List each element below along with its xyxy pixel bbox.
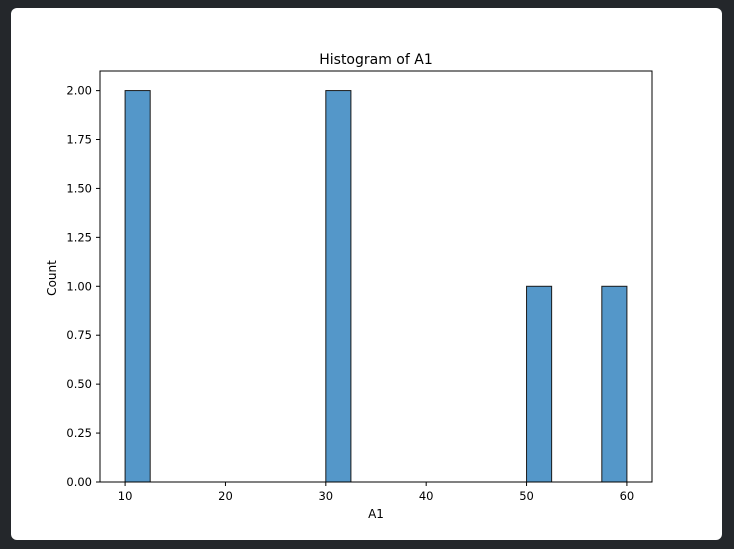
y-tick-label: 2.00 xyxy=(66,84,92,98)
x-axis-ticks: 10 20 30 40 50 60 xyxy=(118,482,634,503)
y-tick-label: 1.75 xyxy=(66,133,92,147)
histogram-bar-4 xyxy=(601,285,628,483)
histogram-bar-3 xyxy=(526,285,553,483)
x-axis-label: A1 xyxy=(368,507,384,521)
chart-window: Histogram of A1 0.00 0.25 0.50 0.75 1.00 1.25… xyxy=(11,8,722,540)
histogram-chart: Histogram of A1 0.00 0.25 0.50 0.75 1.00 1.25… xyxy=(45,52,653,521)
y-tick-label: 1.25 xyxy=(66,230,92,244)
x-tick-label: 10 xyxy=(118,489,133,503)
histogram-bar-2 xyxy=(325,90,352,483)
y-tick-label: 0.25 xyxy=(66,426,92,440)
x-tick-label: 30 xyxy=(318,489,333,503)
x-tick-label: 20 xyxy=(218,489,233,503)
y-axis-label: Count xyxy=(45,260,59,296)
x-tick-label: 60 xyxy=(620,489,635,503)
y-tick-label: 1.00 xyxy=(66,279,92,293)
x-tick-label: 40 xyxy=(419,489,434,503)
plot-frame xyxy=(99,70,653,483)
chart-title: Histogram of A1 xyxy=(319,52,433,68)
histogram-bar-1 xyxy=(124,90,151,483)
y-tick-label: 0.00 xyxy=(66,475,92,489)
y-axis-ticks: 0.00 0.25 0.50 0.75 1.00 1.25 1.50 1.75 2.00 xyxy=(66,84,100,489)
y-tick-label: 0.75 xyxy=(66,328,92,342)
x-tick-label: 50 xyxy=(519,489,534,503)
y-tick-label: 1.50 xyxy=(66,181,92,195)
y-tick-label: 0.50 xyxy=(66,377,92,391)
bars-group xyxy=(124,90,628,483)
